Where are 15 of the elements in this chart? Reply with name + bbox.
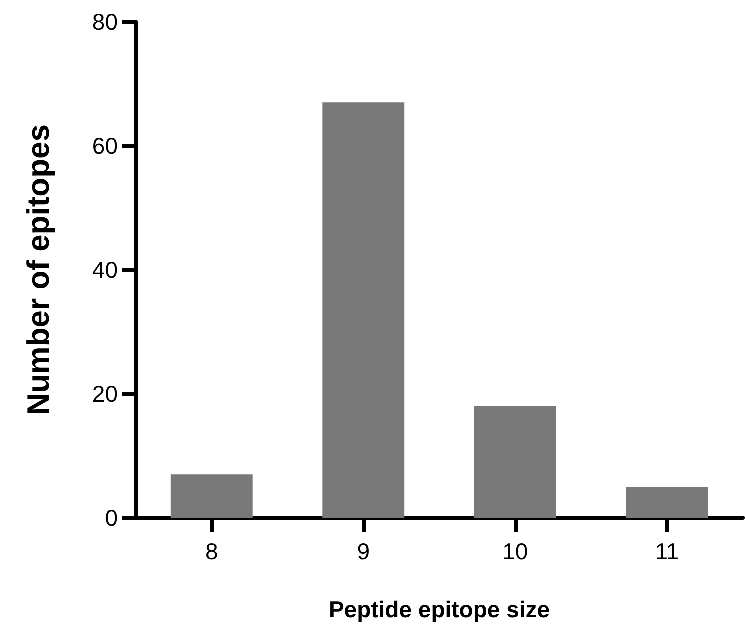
x-tick-label: 10 bbox=[502, 538, 528, 564]
x-tick-label: 8 bbox=[205, 538, 218, 564]
y-tick-label: 60 bbox=[92, 133, 118, 159]
y-tick-label: 20 bbox=[92, 381, 118, 407]
y-axis-title: Number of epitopes bbox=[21, 124, 56, 416]
y-tick-label: 80 bbox=[92, 9, 118, 35]
x-tick-label: 11 bbox=[655, 538, 680, 564]
y-tick-label: 0 bbox=[105, 505, 118, 531]
x-tick-label: 9 bbox=[357, 538, 370, 564]
x-axis-title: Peptide epitope size bbox=[328, 596, 550, 622]
bar bbox=[170, 474, 253, 518]
bar bbox=[474, 406, 556, 518]
bar bbox=[322, 102, 405, 518]
y-tick-label: 40 bbox=[92, 257, 118, 283]
bar bbox=[626, 487, 708, 518]
